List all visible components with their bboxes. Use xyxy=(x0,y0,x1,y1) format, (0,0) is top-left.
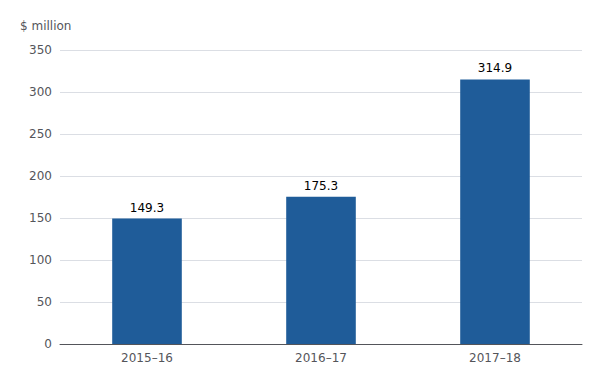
svg-text:350: 350 xyxy=(29,43,52,57)
svg-text:175.3: 175.3 xyxy=(304,179,338,193)
svg-text:50: 50 xyxy=(37,295,52,309)
svg-text:300: 300 xyxy=(29,85,52,99)
svg-text:100: 100 xyxy=(29,253,52,267)
svg-text:2017–18: 2017–18 xyxy=(469,351,521,365)
svg-text:$ million: $ million xyxy=(20,19,71,33)
svg-text:2015–16: 2015–16 xyxy=(121,351,173,365)
svg-text:2016–17: 2016–17 xyxy=(295,351,347,365)
svg-text:250: 250 xyxy=(29,127,52,141)
svg-text:0: 0 xyxy=(44,337,52,351)
svg-text:150: 150 xyxy=(29,211,52,225)
svg-text:200: 200 xyxy=(29,169,52,183)
svg-text:314.9: 314.9 xyxy=(478,61,512,75)
svg-text:149.3: 149.3 xyxy=(130,201,164,215)
